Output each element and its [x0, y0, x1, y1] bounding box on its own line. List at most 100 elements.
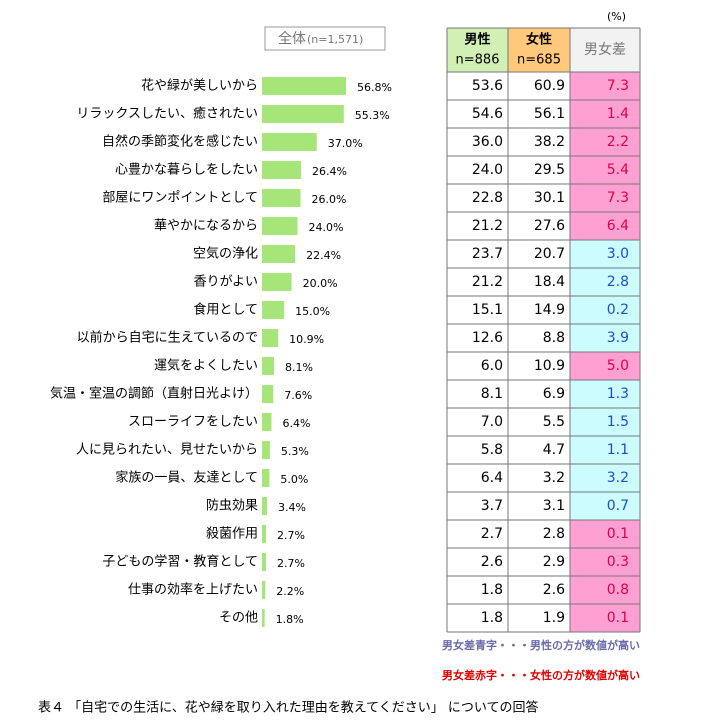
bar: [262, 553, 266, 571]
male-value: 36.0: [472, 134, 503, 150]
category-label: 家族の一員、友達として: [115, 470, 258, 486]
value-label: 24.0%: [308, 221, 343, 234]
value-label: 26.0%: [311, 193, 346, 206]
diff-cell: [570, 100, 640, 128]
category-label: 殺菌作用: [206, 527, 258, 542]
header-label: 男女差: [584, 41, 626, 58]
diff-value: 0.1: [607, 526, 629, 542]
male-value: 7.0: [481, 414, 503, 430]
diff-value: 3.2: [607, 470, 629, 486]
bar: [262, 329, 279, 347]
bar: [262, 161, 302, 179]
note: 男女差青字・・・男性の方が数値が高い: [442, 638, 640, 652]
female-value: 5.5: [543, 414, 565, 430]
diff-cell: [570, 520, 640, 548]
male-value: 2.6: [481, 554, 503, 570]
diff-value: 5.0: [607, 358, 629, 374]
male-value: 54.6: [472, 106, 503, 122]
value-label: 5.0%: [280, 473, 308, 486]
diff-value: 2.2: [607, 134, 629, 150]
value-label: 3.4%: [278, 501, 306, 514]
category-label: リラックスしたい、癒されたい: [76, 106, 258, 122]
male-value: 24.0: [472, 162, 503, 178]
diff-value: 3.9: [607, 330, 629, 346]
value-label: 56.8%: [357, 81, 392, 94]
female-value: 18.4: [534, 274, 565, 290]
header-n: n=685: [517, 53, 561, 68]
total-box: [264, 26, 386, 51]
male-value: 21.2: [472, 274, 503, 290]
male-value: 8.1: [481, 386, 503, 402]
header-cell: [447, 28, 508, 72]
category-label: 華やかになるから: [154, 219, 258, 234]
female-value: 14.9: [534, 302, 565, 318]
bar: [262, 357, 274, 375]
header-label: 女性: [526, 32, 552, 48]
diff-value: 1.1: [607, 442, 629, 458]
diff-cell: [570, 352, 640, 380]
category-label: 防虫効果: [206, 498, 258, 514]
female-value: 8.8: [543, 330, 565, 346]
diff-cell: [570, 324, 640, 352]
male-value: 1.8: [481, 610, 503, 626]
female-value: 3.1: [543, 498, 565, 514]
female-value: 27.6: [534, 218, 565, 234]
bar: [262, 217, 298, 235]
female-value: 56.1: [534, 106, 565, 122]
diff-cell: [570, 464, 640, 492]
category-label: その他: [219, 611, 258, 626]
male-value: 5.8: [481, 442, 503, 458]
diff-value: 7.3: [607, 78, 629, 94]
diff-cell: [570, 184, 640, 212]
category-label: 子どもの学習・教育として: [102, 554, 258, 570]
diff-cell: [570, 128, 640, 156]
diff-cell: [570, 436, 640, 464]
diff-value: 0.3: [607, 554, 629, 570]
diff-cell: [570, 240, 640, 268]
bar: [262, 245, 296, 263]
value-label: 37.0%: [328, 137, 363, 150]
female-value: 3.2: [543, 470, 565, 486]
male-value: 6.0: [481, 358, 503, 374]
diff-cell: [570, 408, 640, 436]
category-label: 空気の浄化: [193, 246, 258, 262]
value-label: 26.4%: [312, 165, 347, 178]
bar: [262, 609, 265, 627]
bar: [262, 385, 274, 403]
bar: [262, 105, 344, 123]
value-label: 8.1%: [285, 361, 313, 374]
header-cell: [570, 28, 640, 72]
category-label: 香りがよい: [194, 275, 258, 290]
header-cell: [508, 28, 570, 72]
header-n: n=886: [456, 53, 500, 68]
category-label: 部屋にワンポイントとして: [102, 191, 258, 206]
category-label: 食用として: [193, 302, 258, 318]
unit: (%): [607, 10, 626, 23]
female-value: 4.7: [543, 442, 565, 458]
value-label: 6.4%: [282, 417, 310, 430]
female-value: 30.1: [534, 190, 565, 206]
male-value: 2.7: [481, 526, 503, 542]
diff-value: 1.3: [607, 386, 629, 402]
header-label: 男性: [464, 32, 490, 48]
value-label: 5.3%: [281, 445, 309, 458]
bar: [262, 413, 272, 431]
bar: [262, 77, 347, 95]
male-value: 23.7: [472, 246, 503, 262]
value-label: 1.8%: [276, 613, 304, 626]
female-value: 2.6: [543, 582, 565, 598]
male-value: 12.6: [472, 330, 503, 346]
female-value: 6.9: [543, 386, 565, 402]
bar: [262, 525, 266, 543]
category-label: 自然の季節変化を感じたい: [102, 134, 258, 150]
female-value: 2.9: [543, 554, 565, 570]
male-value: 21.2: [472, 218, 503, 234]
category-label: 花や緑が美しいから: [141, 78, 258, 94]
diff-cell: [570, 212, 640, 240]
value-label: 10.9%: [289, 333, 324, 346]
diff-cell: [570, 72, 640, 100]
bar: [262, 497, 268, 515]
female-value: 60.9: [534, 78, 565, 94]
total-subtitle: (n=1,571): [307, 33, 363, 46]
